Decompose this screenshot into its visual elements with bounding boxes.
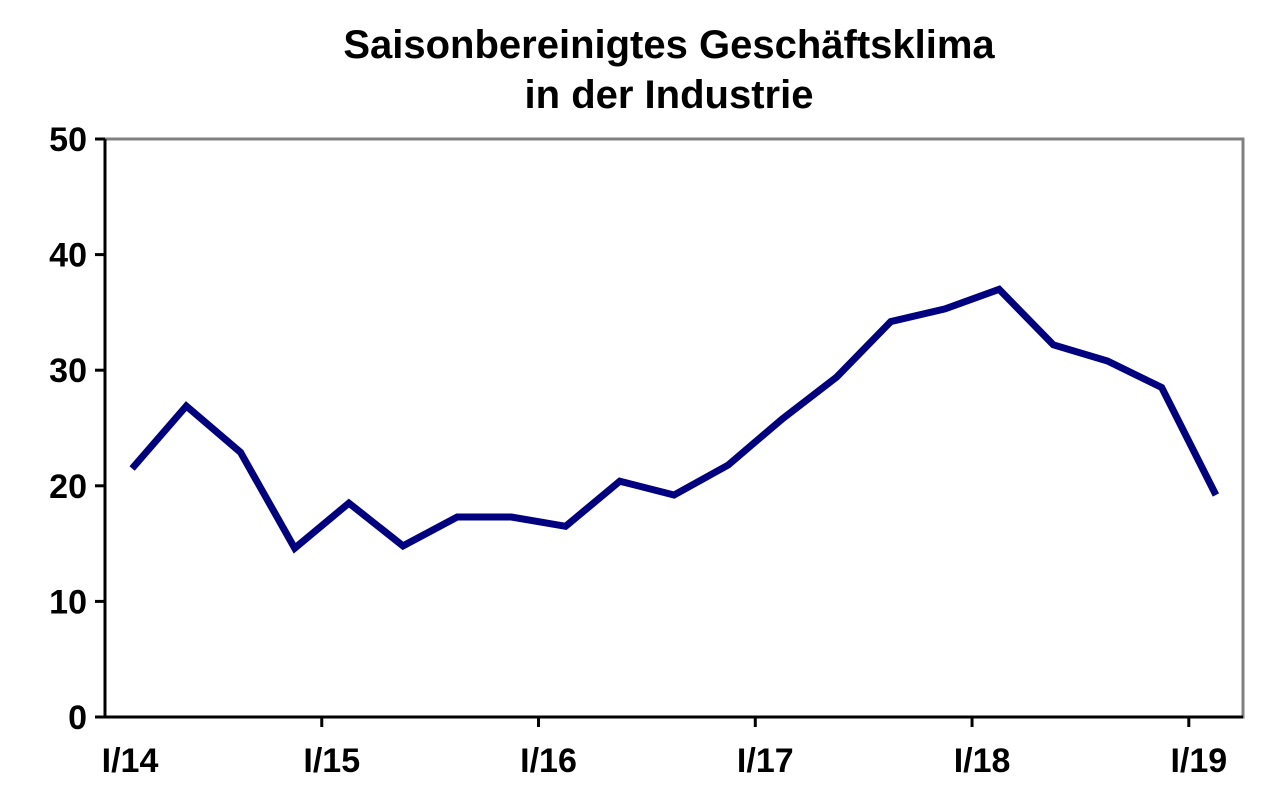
chart-subtitle: in der Industrie — [0, 70, 1280, 120]
x-tick-label: I/14 — [102, 742, 159, 780]
chart-title: Saisonbereinigtes Geschäftsklima — [0, 20, 1280, 70]
y-tick-label: 30 — [49, 352, 87, 390]
x-tick-label: I/17 — [737, 742, 794, 780]
y-tick-label: 20 — [49, 468, 87, 506]
x-tick-label: I/16 — [520, 742, 577, 780]
y-tick-label: 10 — [49, 583, 87, 621]
x-tick-label: I/18 — [954, 742, 1011, 780]
y-tick-label: 40 — [49, 237, 87, 275]
plot-area — [105, 139, 1243, 717]
chart-title-block: Saisonbereinigtes Geschäftsklima in der … — [0, 20, 1280, 120]
y-tick-label: 0 — [68, 699, 87, 737]
y-tick-label: 50 — [49, 121, 87, 159]
x-tick-label: I/15 — [303, 742, 360, 780]
x-tick-label: I/19 — [1170, 742, 1227, 780]
